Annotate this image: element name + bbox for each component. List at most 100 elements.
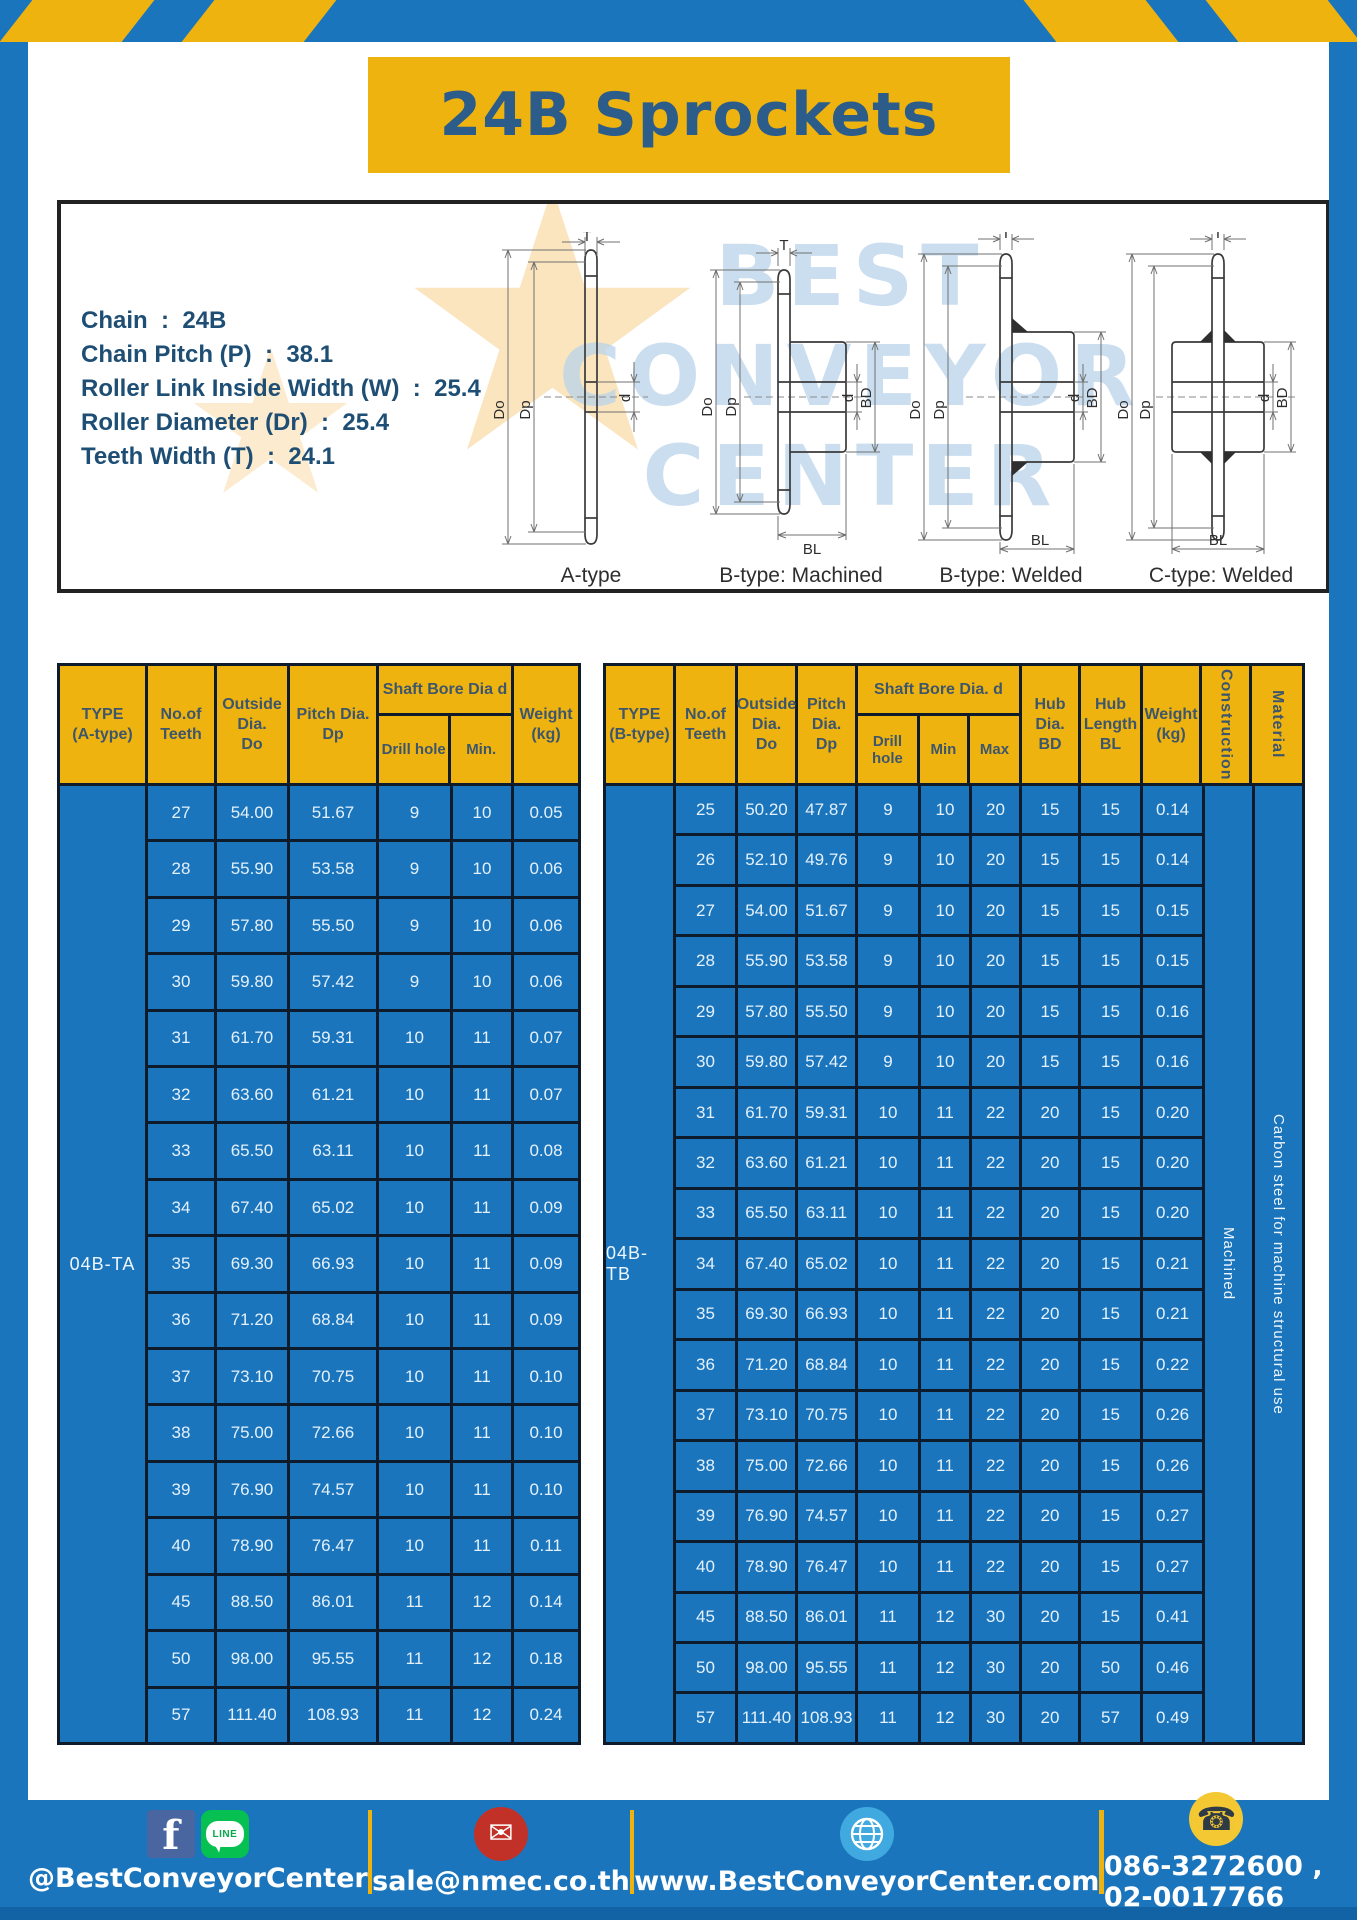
table-cell: 72.66 — [290, 1406, 379, 1460]
diagram-label: A-type — [560, 564, 622, 587]
left-border — [0, 42, 28, 1800]
table-cell: 68.84 — [798, 1341, 858, 1389]
header-drill-hole: Drill hole — [379, 716, 452, 783]
table-cell: 55.90 — [738, 937, 798, 985]
table-cell: 57.42 — [798, 1038, 858, 1086]
table-row: 50 98.00 95.55 11 12 0.18 — [148, 1632, 578, 1689]
table-row: 27 54.00 51.67 9 10 0.05 — [148, 786, 578, 843]
line-badge: LINE — [205, 1821, 244, 1847]
table-cell: 111.40 — [738, 1694, 798, 1742]
table-cell: 11 — [453, 1350, 514, 1404]
table-cell: 10 — [379, 1406, 453, 1460]
table-cell: 0.41 — [1155, 1607, 1190, 1627]
table-cell: 63.60 — [217, 1068, 290, 1122]
phone-contact[interactable]: ☎ 086-3272600 , 02-0017766 — [1103, 1791, 1329, 1913]
table-cell: 10 — [453, 898, 514, 953]
header-pitch: Pitch Dia. Dp — [290, 666, 379, 783]
table-cell: 10 — [379, 1124, 453, 1178]
header-pitch: Pitch Dia. Dp — [798, 666, 858, 783]
table-cell: 0.14 — [1155, 799, 1190, 819]
construction-cell: Machined — [1202, 786, 1252, 1742]
table-cell: 15 — [1022, 786, 1081, 834]
table-cell: 73.10 — [217, 1350, 290, 1404]
table-cell: 11 — [379, 1632, 453, 1686]
table-cell: 28 — [676, 937, 738, 985]
table-cell: 66.93 — [798, 1290, 858, 1339]
dim-label-d: d — [840, 394, 857, 402]
table-cell: 59.31 — [290, 1011, 379, 1066]
email-text: sale@nmec.co.th — [372, 1866, 630, 1897]
social-handle: @BestConveyorCenter — [28, 1863, 368, 1894]
table-cell: 65.50 — [738, 1189, 798, 1238]
sprocket-table-a-type: TYPE (A-type) No.of Teeth Outside Dia. D… — [57, 663, 581, 1745]
table-cell: 0.09 — [529, 1197, 563, 1217]
table-cell: 40 — [676, 1543, 738, 1591]
table-row: 39 76.90 74.57 10 11 0.10 — [148, 1462, 578, 1520]
table-cell: 20 — [972, 836, 1022, 884]
table-cell: 29 — [148, 898, 217, 953]
table-row: 32 63.60 61.21 10 11 22 20 15 0.20 — [676, 1139, 1202, 1190]
phone-icon: ☎ — [1189, 1791, 1244, 1846]
table-cell: 11 — [453, 1462, 514, 1517]
table-cell: 98.00 — [738, 1643, 798, 1692]
table-cell: 9 — [858, 886, 921, 935]
dim-label-bd: BD — [1274, 387, 1291, 408]
dim-label-bl: BL — [1209, 532, 1227, 549]
table-cell: 98.00 — [217, 1632, 290, 1686]
table-row: 25 50.20 47.87 9 10 20 15 15 0.14 — [676, 786, 1202, 837]
dim-label-bd: BD — [858, 387, 875, 408]
table-cell: 22 — [972, 1088, 1022, 1137]
table-cell: 69.30 — [738, 1290, 798, 1339]
table-cell: 57.80 — [217, 898, 290, 953]
table-row: 45 88.50 86.01 11 12 0.14 — [148, 1575, 578, 1633]
header-hub-length: Hub Length BL — [1081, 666, 1143, 783]
dim-label-t: T — [779, 237, 788, 254]
website-contact[interactable]: www.BestConveyorCenter.com — [634, 1807, 1099, 1897]
header-max: Max — [979, 741, 1010, 758]
table-cell: 10 — [379, 1011, 453, 1066]
table-cell: 61.70 — [738, 1088, 798, 1137]
table-cell: 20 — [1022, 1391, 1081, 1440]
diagram-label: B-type: Welded — [939, 564, 1083, 587]
table-row: 40 78.90 76.47 10 11 22 20 15 0.27 — [676, 1543, 1202, 1594]
table-cell: 11 — [921, 1543, 972, 1591]
table-row: 38 75.00 72.66 10 11 22 20 15 0.26 — [676, 1442, 1202, 1493]
table-cell: 22 — [972, 1139, 1022, 1187]
table-cell: 15 — [1022, 937, 1081, 985]
table-cell: 12 — [921, 1643, 972, 1692]
footer-bar: f LINE @BestConveyorCenter ✉ sale@nmec.c… — [0, 1791, 1357, 1920]
table-cell: 0.20 — [1155, 1102, 1190, 1122]
table-cell: 59.31 — [798, 1088, 858, 1137]
social-contact[interactable]: f LINE @BestConveyorCenter — [28, 1810, 368, 1894]
table-cell: 11 — [858, 1643, 921, 1692]
table-cell: 11 — [858, 1593, 921, 1641]
table-cell: 66.93 — [290, 1237, 379, 1291]
phone-text: 086-3272600 , 02-0017766 — [1103, 1850, 1323, 1913]
table-cell: 20 — [1022, 1543, 1081, 1591]
table-cell: 63.60 — [738, 1139, 798, 1187]
email-contact[interactable]: ✉ sale@nmec.co.th — [372, 1807, 630, 1897]
header-weight: Weight (kg) — [519, 705, 573, 743]
table-row: 32 63.60 61.21 10 11 0.07 — [148, 1068, 578, 1125]
header-outside: Outside Dia. Do — [737, 666, 798, 783]
table-cell: 33 — [148, 1124, 217, 1178]
spec-line-chain: Chain : 24B — [81, 307, 227, 334]
table-cell: 20 — [972, 937, 1022, 985]
table-cell: 67.40 — [738, 1240, 798, 1288]
header-shaft-bore-group: Shaft Bore Dia. d Drill hole Min Max — [858, 666, 1022, 783]
table-cell: 20 — [1022, 1694, 1081, 1742]
dim-label-dp: Dp — [723, 397, 740, 416]
dim-label-d: d — [1066, 394, 1083, 402]
table-cell: 11 — [453, 1293, 514, 1348]
table-row: 29 57.80 55.50 9 10 20 15 15 0.16 — [676, 987, 1202, 1039]
table-cell: 34 — [676, 1240, 738, 1288]
table-cell: 10 — [921, 987, 972, 1036]
table-cell: 35 — [148, 1237, 217, 1291]
table-cell: 0.18 — [529, 1648, 563, 1668]
table-cell: 0.26 — [1155, 1455, 1190, 1475]
table-cell: 0.10 — [529, 1366, 563, 1386]
sprocket-drawing-a-type: T Do Dp d — [491, 232, 648, 545]
table-cell: 0.49 — [1155, 1708, 1190, 1728]
table-cell: 15 — [1081, 1391, 1143, 1440]
table-cell: 10 — [921, 886, 972, 935]
